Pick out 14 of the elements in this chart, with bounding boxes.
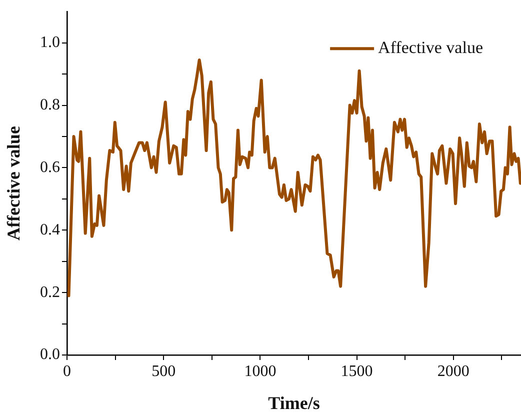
x-tick-label: 1000 (244, 362, 276, 380)
y-tick-label: 0.4 (40, 221, 60, 238)
x-tick-label: 0 (63, 362, 71, 380)
y-axis-title: Affective value (3, 126, 24, 241)
y-tick-label: 1.0 (40, 34, 60, 52)
x-tick-label: 1500 (340, 362, 373, 380)
y-tick-label: 0.6 (40, 158, 60, 176)
legend-label: Affective value (378, 38, 484, 58)
x-tick-label: 2000 (437, 362, 470, 380)
x-axis-title: Time/s (268, 392, 320, 413)
y-tick-label: 0.0 (40, 346, 60, 364)
y-tick-label: 0.2 (40, 284, 60, 301)
y-tick-label: 0.8 (40, 96, 60, 114)
x-tick-label: 500 (152, 362, 176, 380)
